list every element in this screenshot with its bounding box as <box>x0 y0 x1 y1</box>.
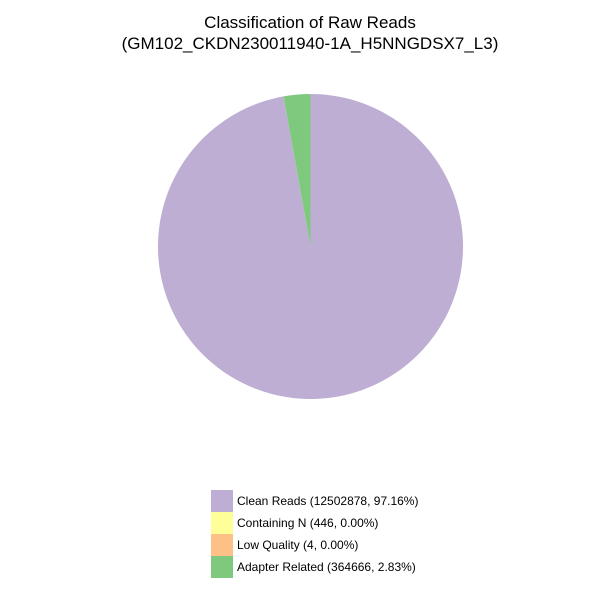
chart-title-line1: Classification of Raw Reads <box>204 13 416 32</box>
legend-label: Adapter Related (364666, 2.83%) <box>237 560 416 574</box>
legend-label: Containing N (446, 0.00%) <box>237 516 379 530</box>
chart-title: Classification of Raw Reads (GM102_CKDN2… <box>10 12 600 54</box>
pie-slice-adapter-related <box>283 94 311 247</box>
legend-swatch <box>211 534 233 556</box>
chart-title-line2: (GM102_CKDN230011940-1A_H5NNGDSX7_L3) <box>121 34 499 53</box>
legend-item: Clean Reads (12502878, 97.16%) <box>211 490 418 512</box>
legend-label: Low Quality (4, 0.00%) <box>237 538 359 552</box>
legend-swatch <box>211 556 233 578</box>
legend-item: Adapter Related (364666, 2.83%) <box>211 556 418 578</box>
legend-swatch <box>211 512 233 534</box>
legend-label: Clean Reads (12502878, 97.16%) <box>237 494 419 508</box>
legend-item: Containing N (446, 0.00%) <box>211 512 418 534</box>
legend-item: Low Quality (4, 0.00%) <box>211 534 418 556</box>
legend-swatch <box>211 490 233 512</box>
pie-slice-clean-reads <box>158 94 463 399</box>
pie-slice-containing-n <box>283 96 311 247</box>
pie-chart <box>158 94 463 399</box>
legend: Clean Reads (12502878, 97.16%) Containin… <box>211 490 418 578</box>
